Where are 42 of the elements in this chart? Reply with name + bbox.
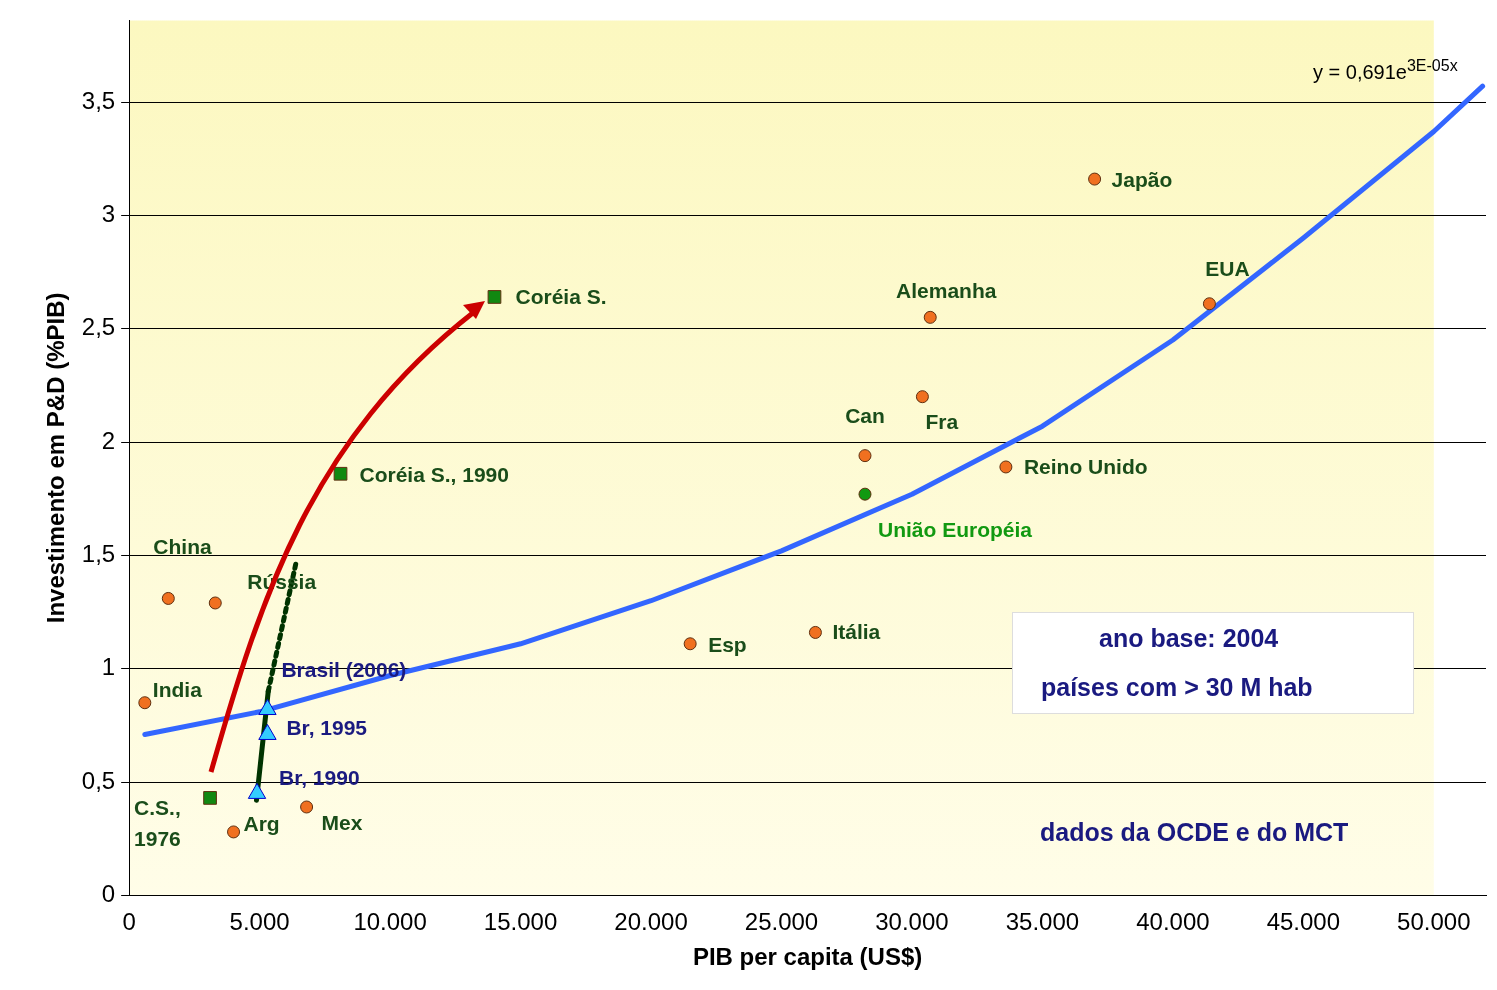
annotation: Can — [845, 404, 885, 428]
x-tick-label: 30.000 — [875, 908, 949, 936]
annotation: Coréia S. — [515, 284, 607, 308]
x-tick-label: 5.000 — [229, 908, 290, 936]
annotation: Japão — [1111, 167, 1173, 191]
y-tick-label: 1,5 — [81, 540, 116, 567]
annotation: Fra — [925, 410, 959, 434]
annotation: Arg — [243, 811, 280, 835]
y-tick-label: 0,5 — [81, 766, 116, 794]
annotation: y = 0,691e$^{3E-05x}$ — [1313, 57, 1458, 84]
annotation: ano base: 2004 — [1099, 624, 1279, 653]
annotation: países com > 30 M hab — [1041, 673, 1313, 702]
annotation: C.S., 1976 — [134, 795, 181, 850]
y-tick-label: 2,5 — [81, 313, 116, 341]
y-tick-label: 3 — [101, 199, 116, 227]
annotation: Coréia S., 1990 — [359, 462, 509, 486]
annotation: Esp — [708, 632, 747, 656]
x-tick-label: 25.000 — [744, 908, 819, 936]
annotation: Mex — [321, 810, 363, 834]
annotation: dados da OCDE e do MCT — [1040, 818, 1349, 847]
annotation: Itália — [832, 620, 881, 644]
annotation: India — [152, 677, 203, 701]
y-tick-label: 3,5 — [81, 86, 116, 114]
annotation: Br, 1995 — [286, 716, 368, 740]
annotation: Reino Unido — [1023, 454, 1148, 478]
x-tick-label: 20.000 — [614, 908, 688, 936]
x-tick-label: 15.000 — [483, 908, 558, 936]
x-tick-label: 40.000 — [1136, 908, 1210, 936]
annotation: Alemanha — [896, 279, 997, 303]
x-tick-label: 45.000 — [1266, 908, 1341, 936]
annotation: China — [153, 535, 212, 559]
x-tick-label: 50.000 — [1397, 908, 1471, 936]
y-tick-label: 1 — [101, 653, 116, 681]
x-tick-label: 0 — [122, 908, 136, 936]
x-tick-label: 35.000 — [1005, 908, 1080, 936]
x-axis-title: PIB per capita (US$) — [692, 943, 923, 971]
annotation: EUA — [1205, 256, 1250, 280]
y-axis-title: Investimento em P&D (%PIB) — [42, 292, 70, 624]
annotation: União Européia — [877, 517, 1033, 541]
x-tick-label: 10.000 — [353, 908, 427, 936]
y-tick-label: 0 — [101, 880, 116, 908]
y-tick-label: 2 — [101, 426, 116, 454]
